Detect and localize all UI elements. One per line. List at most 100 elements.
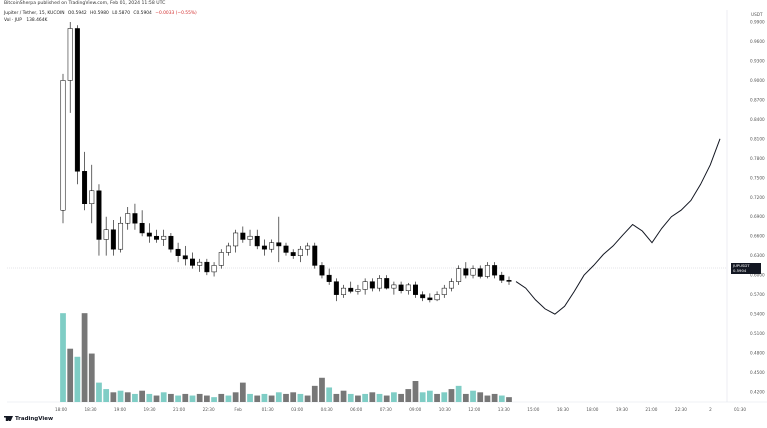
candle-body xyxy=(254,235,260,247)
candles xyxy=(60,22,512,303)
time-tick-label: 09:00 xyxy=(409,407,421,412)
price-axis-labels: 0.9900 0.9600 0.9300 0.9000 0.8700 0.8400 0.81… xyxy=(750,20,765,395)
volume-bar xyxy=(283,393,289,402)
volume-bar xyxy=(182,393,189,402)
candle-body xyxy=(434,294,440,301)
candle-body xyxy=(333,281,339,295)
candle-body xyxy=(233,232,239,247)
volume-bar xyxy=(275,392,282,402)
time-tick-label: 2 xyxy=(709,407,712,412)
volume-bar xyxy=(81,313,88,402)
volume-bar xyxy=(247,393,253,402)
time-tick-label: 19:00 xyxy=(114,407,126,412)
time-tick-label: 01:30 xyxy=(262,407,274,412)
volume-bar xyxy=(333,393,340,402)
volume-bar xyxy=(311,385,318,402)
candle-body xyxy=(110,229,116,250)
candle-body xyxy=(139,222,145,234)
projection-line xyxy=(515,138,721,315)
time-tick-label: Feb xyxy=(234,407,242,412)
publisher-line: BitcoinSherpa published on TradingView.c… xyxy=(4,1,166,6)
volume-bar xyxy=(326,387,333,402)
time-tick-label: 21:00 xyxy=(645,407,657,412)
volume-bar xyxy=(67,348,74,402)
volume-bar xyxy=(369,392,376,402)
current-price-value: 0.5904 xyxy=(733,268,747,273)
candle-body xyxy=(377,278,382,289)
price-axis-currency: USDT xyxy=(751,12,763,17)
time-tick-label: 10:30 xyxy=(439,407,451,412)
time-tick-label: 18:00 xyxy=(586,407,598,412)
candle-body xyxy=(161,235,167,240)
volume-bar xyxy=(462,393,469,402)
time-tick-label: 22:30 xyxy=(675,407,687,412)
price-tick-label: 0.7500 xyxy=(750,175,765,180)
volume-bar xyxy=(441,392,448,402)
candle-body xyxy=(261,245,267,250)
volume-bar xyxy=(211,397,217,402)
time-tick-label: 16:30 xyxy=(557,407,569,412)
price-tick-label: 0.6600 xyxy=(750,234,765,239)
tradingview-logo-text: TradingView xyxy=(15,416,54,422)
volume-label: Vol · JUP xyxy=(4,18,22,23)
volume-bar xyxy=(96,382,102,402)
candle-body xyxy=(398,284,404,291)
time-tick-label: 22:30 xyxy=(203,407,215,412)
volume-bar xyxy=(434,393,440,402)
candle-body xyxy=(290,252,296,256)
candle-body xyxy=(456,268,462,282)
candle-body xyxy=(225,245,231,253)
candle-body xyxy=(470,268,476,276)
volume-bar xyxy=(60,313,66,402)
candle-body xyxy=(355,289,361,292)
candle-body xyxy=(413,284,418,295)
time-tick-label: 19:30 xyxy=(144,407,156,412)
volume-bar xyxy=(383,395,390,402)
candle-body xyxy=(190,258,195,266)
volume-bar xyxy=(362,393,369,402)
volume-bar xyxy=(153,395,160,402)
volume-bar xyxy=(455,385,462,402)
volume-value: 138.464K xyxy=(26,18,48,23)
volume-bar xyxy=(340,390,347,402)
candle-body xyxy=(319,265,325,276)
volume-bar xyxy=(319,377,325,402)
tradingview-logo[interactable]: TradingView xyxy=(4,416,53,422)
price-tick-label: 0.8100 xyxy=(750,136,765,141)
volume-bar xyxy=(110,392,117,402)
candle-body xyxy=(427,297,433,301)
candle-body xyxy=(96,190,102,240)
volume-bar xyxy=(88,353,95,402)
volume-bar xyxy=(146,393,153,402)
price-tick-label: 0.6300 xyxy=(750,253,765,258)
time-axis-labels: 18:00 18:30 19:00 19:30 21:00 22:30 Feb 01:30 03… xyxy=(55,407,746,412)
price-tick-label: 0.5100 xyxy=(750,331,765,336)
time-tick-label: 21:00 xyxy=(173,407,185,412)
candle-body xyxy=(218,252,224,266)
volume-bar xyxy=(218,393,225,402)
volume-bar xyxy=(405,389,412,402)
current-price-symbol: JUPUSDT xyxy=(733,263,750,268)
candle-body xyxy=(82,171,88,205)
candle-body xyxy=(182,255,188,260)
candle-body xyxy=(420,294,426,299)
candle-body xyxy=(499,274,505,281)
candle-body xyxy=(168,235,174,250)
legend-symbol[interactable]: Jupiter / Tether, 15, KUCOIN xyxy=(4,11,65,16)
candle-body xyxy=(204,261,210,273)
legend-change: −0.0033 (−0.55%) xyxy=(155,11,197,16)
time-tick-label: 19:30 xyxy=(616,407,628,412)
volume-bar xyxy=(196,393,203,402)
price-tick-label: 0.9000 xyxy=(750,78,765,83)
price-tick-label: 0.7800 xyxy=(750,156,765,161)
volume-bar xyxy=(203,395,210,402)
price-tick-label: 0.9900 xyxy=(750,20,765,25)
volume-legend: Vol · JUP 138.464K xyxy=(4,18,50,23)
volume-bar xyxy=(225,395,232,402)
volume-bar xyxy=(484,395,491,402)
volume-bar xyxy=(419,392,426,402)
volume-bar xyxy=(160,392,167,402)
volume-bar xyxy=(132,393,138,402)
candle-body xyxy=(384,278,390,289)
